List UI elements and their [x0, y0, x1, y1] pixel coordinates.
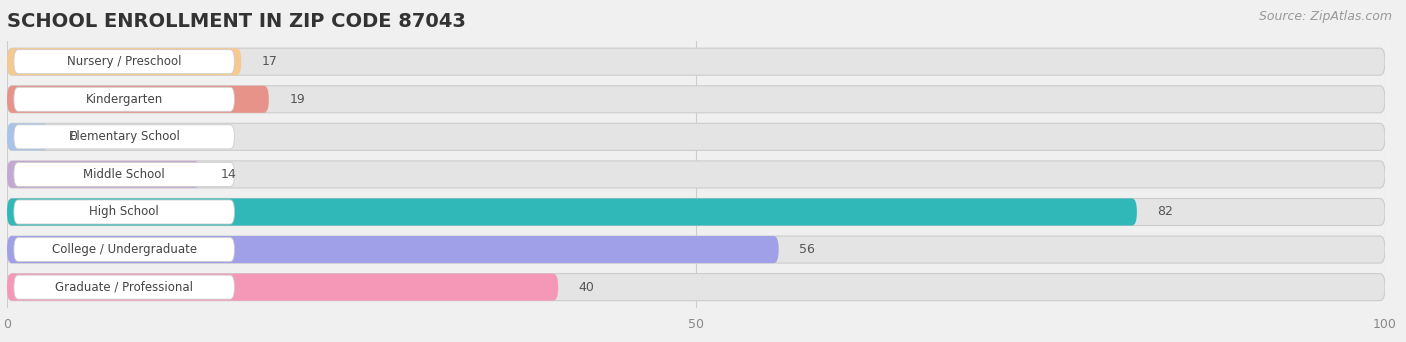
Text: Nursery / Preschool: Nursery / Preschool [67, 55, 181, 68]
Text: 19: 19 [290, 93, 305, 106]
Text: College / Undergraduate: College / Undergraduate [52, 243, 197, 256]
Text: Middle School: Middle School [83, 168, 165, 181]
FancyBboxPatch shape [7, 198, 1385, 225]
FancyBboxPatch shape [7, 123, 48, 150]
Text: SCHOOL ENROLLMENT IN ZIP CODE 87043: SCHOOL ENROLLMENT IN ZIP CODE 87043 [7, 12, 465, 31]
Text: 0: 0 [69, 130, 77, 143]
FancyBboxPatch shape [7, 274, 558, 301]
Text: 17: 17 [262, 55, 278, 68]
FancyBboxPatch shape [14, 50, 235, 74]
FancyBboxPatch shape [7, 86, 1385, 113]
Text: Kindergarten: Kindergarten [86, 93, 163, 106]
FancyBboxPatch shape [7, 123, 1385, 150]
FancyBboxPatch shape [7, 86, 269, 113]
FancyBboxPatch shape [7, 48, 242, 75]
FancyBboxPatch shape [7, 161, 200, 188]
FancyBboxPatch shape [7, 48, 1385, 75]
Text: Source: ZipAtlas.com: Source: ZipAtlas.com [1258, 10, 1392, 23]
FancyBboxPatch shape [7, 274, 1385, 301]
FancyBboxPatch shape [7, 236, 779, 263]
Text: Graduate / Professional: Graduate / Professional [55, 281, 193, 294]
Text: High School: High School [89, 206, 159, 219]
Text: 14: 14 [221, 168, 236, 181]
Text: 40: 40 [579, 281, 595, 294]
FancyBboxPatch shape [14, 125, 235, 149]
FancyBboxPatch shape [7, 198, 1137, 225]
Text: 56: 56 [800, 243, 815, 256]
FancyBboxPatch shape [14, 162, 235, 186]
FancyBboxPatch shape [7, 161, 1385, 188]
Text: 82: 82 [1157, 206, 1174, 219]
FancyBboxPatch shape [7, 236, 1385, 263]
FancyBboxPatch shape [14, 275, 235, 299]
Text: Elementary School: Elementary School [69, 130, 180, 143]
FancyBboxPatch shape [14, 87, 235, 111]
FancyBboxPatch shape [14, 238, 235, 262]
FancyBboxPatch shape [14, 200, 235, 224]
